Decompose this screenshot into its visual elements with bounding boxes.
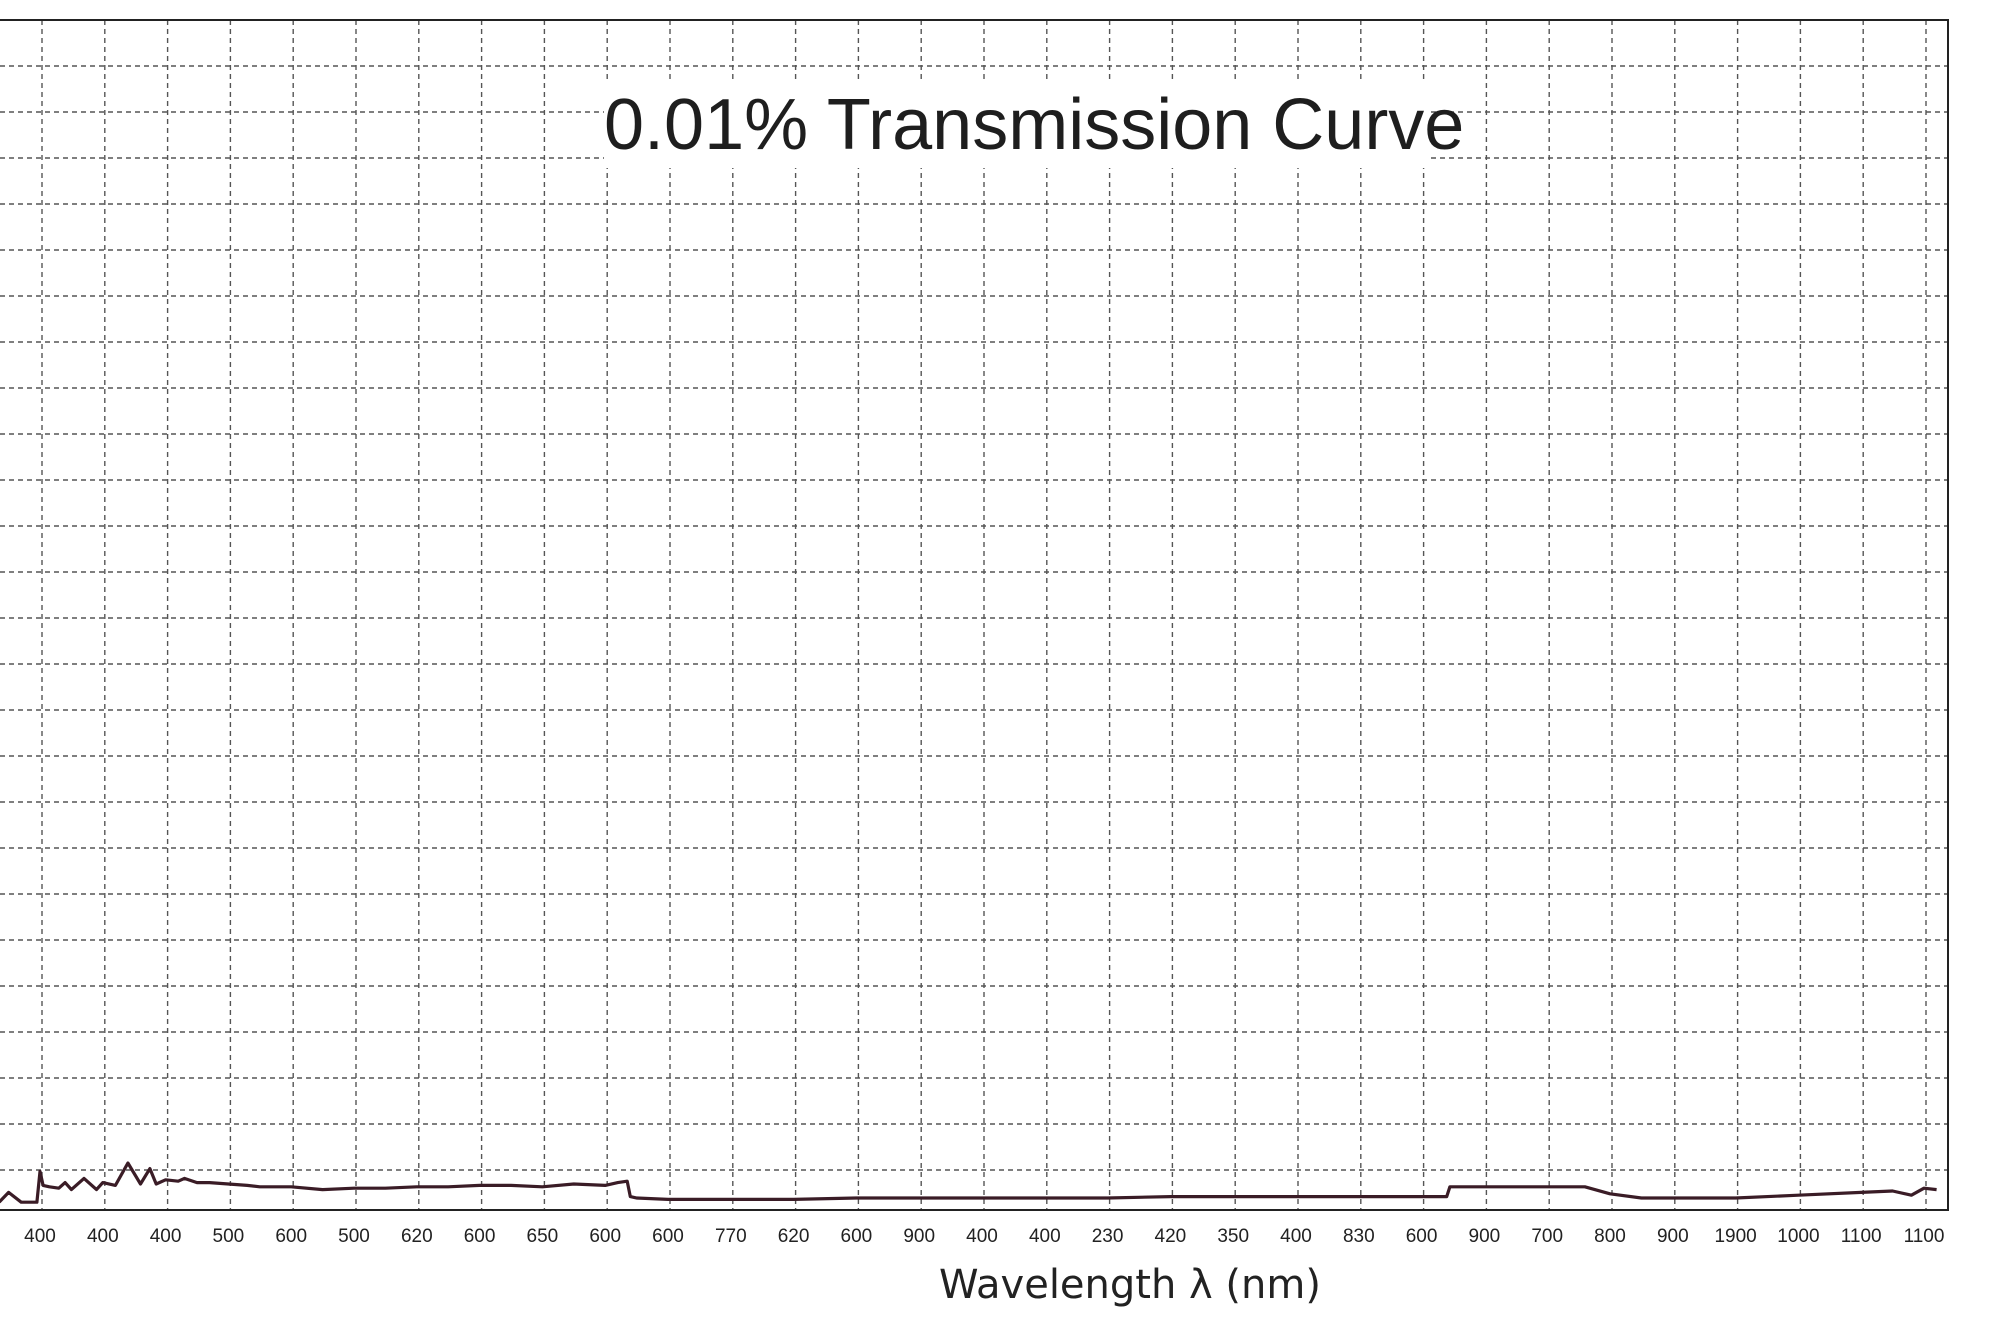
x-tick-label-22: 600: [1406, 1226, 1438, 1247]
x-tick-label-8: 650: [527, 1226, 559, 1247]
x-tick-label-5: 500: [338, 1226, 370, 1247]
x-tick-label-24: 700: [1531, 1226, 1563, 1247]
x-tick-label-19: 350: [1217, 1226, 1249, 1247]
x-tick-label-12: 620: [778, 1226, 810, 1247]
x-tick-label-30: 1100: [1904, 1226, 1945, 1247]
x-tick-label-23: 900: [1469, 1226, 1501, 1247]
x-tick-label-13: 600: [841, 1226, 873, 1247]
x-tick-label-25: 800: [1594, 1226, 1626, 1247]
x-tick-label-1: 400: [87, 1226, 119, 1247]
x-tick-label-6: 620: [401, 1226, 433, 1247]
x-tick-label-17: 230: [1092, 1226, 1124, 1247]
x-tick-label-28: 1000: [1777, 1226, 1819, 1247]
x-tick-label-9: 600: [589, 1226, 621, 1247]
x-tick-label-0: 400: [24, 1226, 56, 1247]
x-tick-label-14: 900: [903, 1226, 935, 1247]
x-tick-label-4: 600: [275, 1226, 307, 1247]
x-tick-label-26: 900: [1657, 1226, 1689, 1247]
grid: [0, 20, 1948, 1210]
x-tick-label-29: 1100: [1841, 1226, 1882, 1247]
x-tick-label-3: 500: [213, 1226, 245, 1247]
x-tick-label-2: 400: [150, 1226, 182, 1247]
x-tick-label-15: 400: [966, 1226, 998, 1247]
x-axis-label: Wavelength λ (nm): [939, 1262, 1321, 1308]
x-tick-label-27: 1900: [1714, 1226, 1756, 1247]
transmission-curve-line: [0, 1161, 1937, 1204]
x-tick-label-20: 400: [1280, 1226, 1312, 1247]
x-tick-label-7: 600: [464, 1226, 496, 1247]
x-tick-label-11: 770: [715, 1226, 747, 1247]
x-tick-label-10: 600: [652, 1226, 684, 1247]
x-tick-label-18: 420: [1155, 1226, 1187, 1247]
x-tick-label-16: 400: [1029, 1226, 1061, 1247]
x-tick-label-21: 830: [1343, 1226, 1375, 1247]
plot-frame: [0, 19, 1949, 1211]
x-tick-labels: 400 400 400 500 600 500 620 600 650 600 600 770 620 6…: [24, 1226, 1944, 1247]
chart-title: 0.01% Transmission Curve: [604, 82, 1464, 168]
